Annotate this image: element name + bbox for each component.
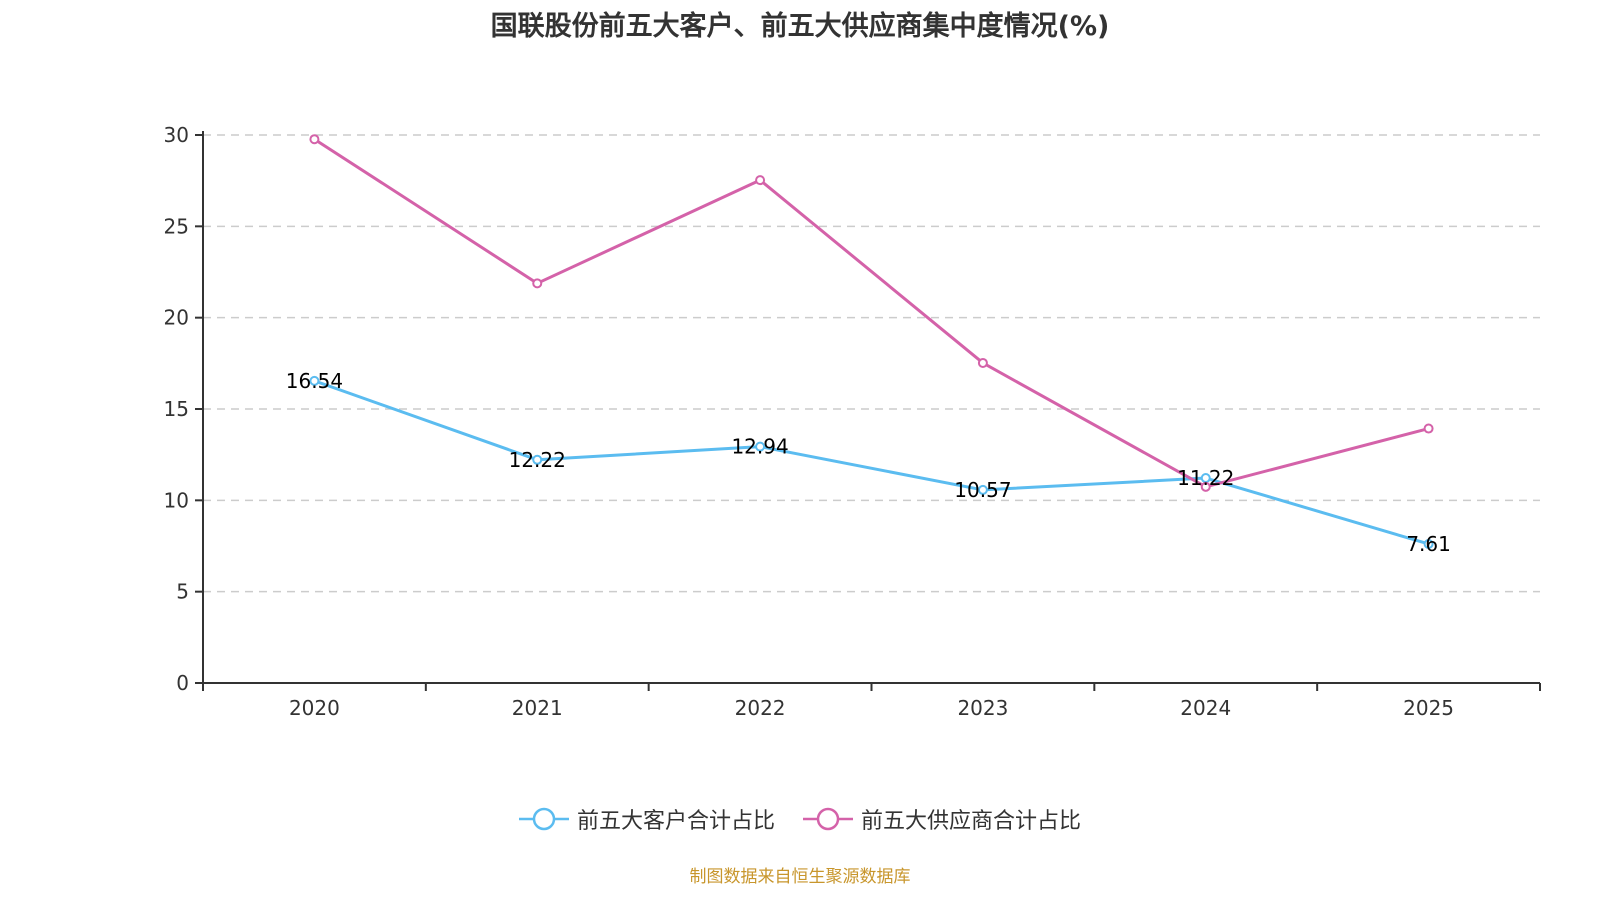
data-point[interactable]: [309, 375, 320, 386]
y-tick-label: 25: [164, 214, 189, 238]
data-point[interactable]: [532, 278, 543, 289]
series: [309, 134, 1434, 549]
x-tick-label: 2022: [735, 696, 786, 720]
data-label: 12.22: [509, 448, 566, 472]
y-tick-label: 30: [164, 123, 189, 147]
y-tick-label: 5: [176, 580, 189, 604]
y-tick-label: 15: [164, 397, 189, 421]
series-line: [313, 137, 1429, 489]
x-tick-label: 2021: [512, 696, 563, 720]
data-labels: 16.54 12.22 12.94 10.57 11.22 7.61: [286, 369, 1451, 556]
legend-item-customers[interactable]: 前五大客户合计占比: [518, 803, 775, 835]
series-0: [309, 375, 1434, 549]
legend-label: 前五大供应商合计占比: [861, 809, 1082, 834]
legend: 前五大客户合计占比 前五大供应商合计占比: [0, 803, 1600, 835]
source-note: 制图数据来自恒生聚源数据库: [689, 867, 911, 887]
data-label: 12.94: [731, 435, 788, 459]
y-tick-label: 0: [176, 671, 189, 695]
data-point[interactable]: [755, 175, 766, 186]
data-point[interactable]: [1200, 481, 1211, 492]
data-point[interactable]: [1423, 423, 1434, 434]
data-label: 16.54: [286, 369, 343, 393]
grid-lines: [203, 134, 1540, 593]
x-tick-label: 2023: [957, 696, 1008, 720]
chart-title: 国联股份前五大客户、前五大供应商集中度情况(%): [490, 11, 1110, 42]
data-label: 11.22: [1177, 466, 1234, 490]
data-point[interactable]: [977, 484, 988, 495]
series-line: [313, 379, 1430, 546]
x-tick-label: 2020: [289, 696, 340, 720]
legend-line-circle-icon: [518, 807, 569, 831]
data-label: 7.61: [1406, 532, 1451, 556]
x-tick-label: 2024: [1180, 696, 1231, 720]
data-point[interactable]: [755, 441, 766, 452]
data-label: 10.57: [954, 478, 1011, 502]
legend-label: 前五大客户合计占比: [576, 809, 775, 834]
x-tick-label: 2025: [1403, 696, 1454, 720]
y-tick-label: 10: [164, 488, 189, 512]
legend-item-suppliers[interactable]: 前五大供应商合计占比: [803, 803, 1081, 835]
data-point[interactable]: [1423, 538, 1434, 549]
y-tick-label: 20: [164, 306, 189, 330]
data-point[interactable]: [309, 134, 320, 145]
data-point[interactable]: [977, 357, 988, 368]
series-1: [309, 134, 1434, 492]
data-point[interactable]: [532, 454, 543, 465]
legend-line-circle-icon: [803, 807, 853, 831]
